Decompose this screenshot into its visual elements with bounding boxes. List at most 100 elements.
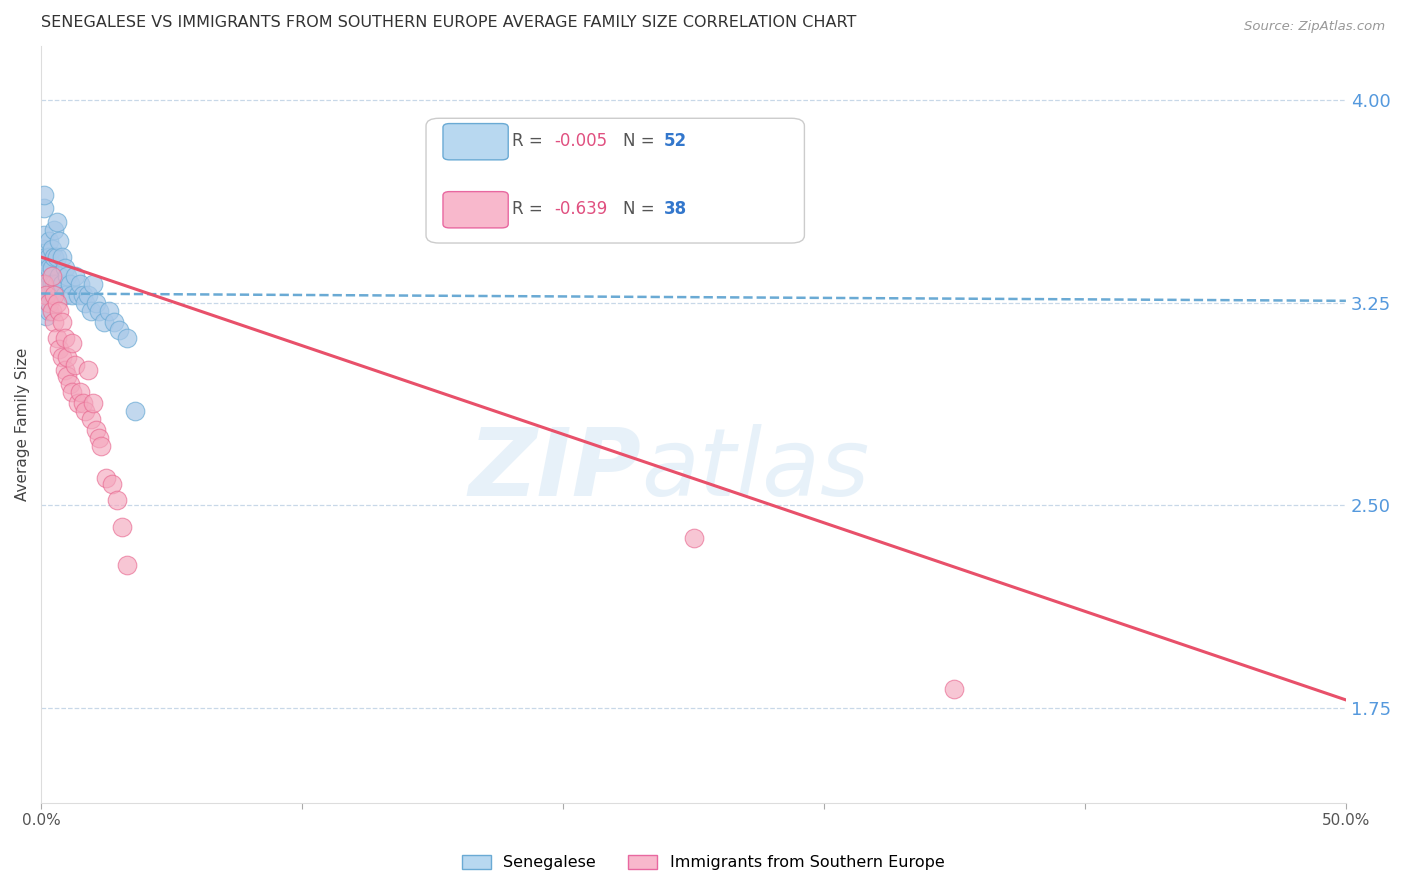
Point (63, 358, 86, 372)
Point (75, 296, 97, 310)
Point (59, 376, 82, 391)
Point (62, 385, 84, 400)
FancyBboxPatch shape (443, 124, 508, 160)
Point (44, 315, 66, 329)
Point (93, 315, 115, 329)
Point (943, 682, 966, 697)
Point (80, 412, 103, 426)
Point (35, 255, 58, 269)
Point (115, 331, 138, 345)
Point (44, 223, 66, 237)
Point (103, 315, 125, 329)
Point (62, 288, 84, 302)
Text: R =: R = (512, 132, 548, 150)
Point (53, 331, 76, 345)
Text: -0.639: -0.639 (554, 200, 607, 218)
Point (41, 277, 63, 291)
Point (35, 250, 58, 264)
Text: Source: ZipAtlas.com: Source: ZipAtlas.com (1244, 20, 1385, 33)
Point (51, 277, 73, 291)
Point (82, 277, 104, 291)
Point (41, 242, 63, 256)
Point (35, 283, 58, 297)
Point (41, 260, 63, 275)
FancyBboxPatch shape (443, 192, 508, 227)
Point (105, 493, 128, 508)
Point (115, 558, 138, 572)
Point (48, 342, 70, 356)
Point (35, 296, 58, 310)
Text: 38: 38 (664, 200, 686, 218)
Point (41, 288, 63, 302)
Point (51, 315, 73, 329)
Point (38, 260, 60, 275)
Point (66, 396, 89, 410)
Point (80, 304, 103, 318)
Point (53, 288, 76, 302)
Point (682, 531, 704, 545)
FancyBboxPatch shape (426, 119, 804, 243)
Point (87, 431, 110, 445)
Point (87, 304, 110, 318)
Point (44, 250, 66, 264)
Point (41, 304, 63, 318)
Point (84, 296, 107, 310)
Point (45, 296, 67, 310)
Text: 52: 52 (664, 132, 686, 150)
Point (59, 277, 82, 291)
Text: N =: N = (623, 132, 659, 150)
Point (32, 188, 55, 202)
Point (35, 268, 58, 283)
Point (56, 350, 79, 364)
Text: R =: R = (512, 200, 548, 218)
Y-axis label: Average Family Size: Average Family Size (15, 348, 30, 501)
Point (38, 234, 60, 248)
Point (48, 268, 70, 283)
Point (56, 368, 79, 383)
Point (32, 260, 55, 275)
Text: SENEGALESE VS IMMIGRANTS FROM SOUTHERN EUROPE AVERAGE FAMILY SIZE CORRELATION CH: SENEGALESE VS IMMIGRANTS FROM SOUTHERN E… (41, 15, 856, 30)
Point (45, 215, 67, 229)
Point (77, 363, 100, 377)
Point (44, 288, 66, 302)
Point (45, 331, 67, 345)
Point (56, 268, 79, 283)
Point (38, 250, 60, 264)
Text: -0.005: -0.005 (554, 132, 607, 150)
Point (44, 277, 66, 291)
Point (63, 268, 86, 283)
Point (48, 234, 70, 248)
Point (69, 385, 91, 400)
Point (69, 277, 91, 291)
Point (32, 242, 55, 256)
Point (38, 296, 60, 310)
Point (77, 288, 100, 302)
Point (75, 404, 97, 418)
Point (32, 277, 55, 291)
Point (53, 260, 76, 275)
Point (84, 423, 107, 437)
Point (124, 404, 146, 418)
Point (111, 520, 134, 534)
Point (45, 250, 67, 264)
Point (38, 277, 60, 291)
Text: ZIP: ZIP (468, 424, 641, 516)
Point (51, 350, 73, 364)
Point (72, 288, 94, 302)
Point (38, 288, 60, 302)
Point (48, 304, 70, 318)
Point (35, 310, 58, 324)
Point (41, 268, 63, 283)
Text: N =: N = (623, 200, 659, 218)
Legend: Senegalese, Immigrants from Southern Europe: Senegalese, Immigrants from Southern Eur… (456, 848, 950, 877)
Point (96, 471, 118, 485)
Point (90, 439, 112, 453)
Point (72, 396, 94, 410)
Point (66, 288, 89, 302)
Point (51, 250, 73, 264)
Point (108, 323, 131, 337)
Point (82, 396, 104, 410)
Point (32, 202, 55, 216)
Point (100, 476, 122, 491)
Text: atlas: atlas (641, 425, 869, 516)
